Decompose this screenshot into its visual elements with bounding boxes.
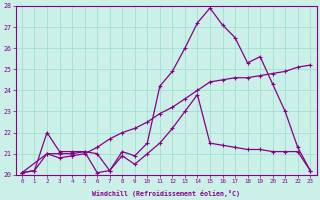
X-axis label: Windchill (Refroidissement éolien,°C): Windchill (Refroidissement éolien,°C) (92, 190, 240, 197)
